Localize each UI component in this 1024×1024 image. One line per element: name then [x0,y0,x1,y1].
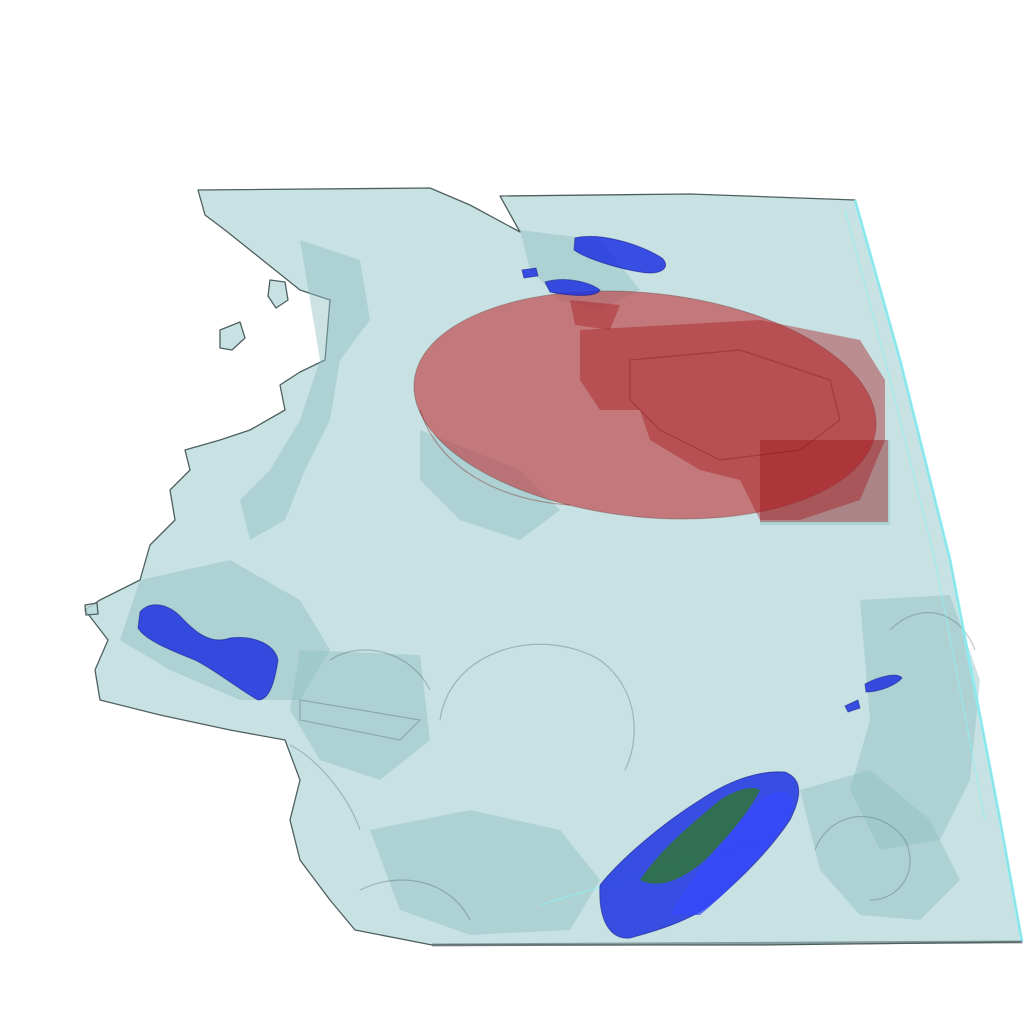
volume-shade-region [240,240,370,540]
volume-edge-highlight [844,209,986,821]
volume-edge-highlight [853,199,1024,943]
volume-contour [299,699,422,741]
red-lobe-shade [760,440,888,522]
volume-shade-region [800,770,960,920]
volume-island [267,279,289,309]
red-lobe [413,290,877,520]
red-lobe-contour [629,349,841,461]
blue-blob [137,604,279,701]
volume-island [219,321,246,351]
volume-contour [439,643,635,771]
volume-shade-region [850,595,980,850]
volume-contour [329,649,431,691]
blue-blob [521,267,539,279]
volume-contour [359,879,471,921]
red-lobe-contour [419,409,571,506]
blue-blob [573,235,667,274]
volume-contour [814,816,911,901]
volume-shade-region [420,430,560,540]
green-isosurface [640,788,760,884]
blue-blob [864,674,903,693]
blue-blob-large-shade [670,791,793,915]
red-lobe-shade [570,300,620,330]
volume-contour [889,612,976,651]
blue-blob [544,279,601,296]
volume-contour [289,744,361,831]
red-lobe-shade [580,320,885,520]
volume-bottom-rim [431,940,1023,947]
volume-shade-region [290,650,430,780]
volume-island [84,602,99,616]
blue-blob [844,699,861,713]
red-isosurface [413,290,888,522]
green-blob [640,788,760,884]
